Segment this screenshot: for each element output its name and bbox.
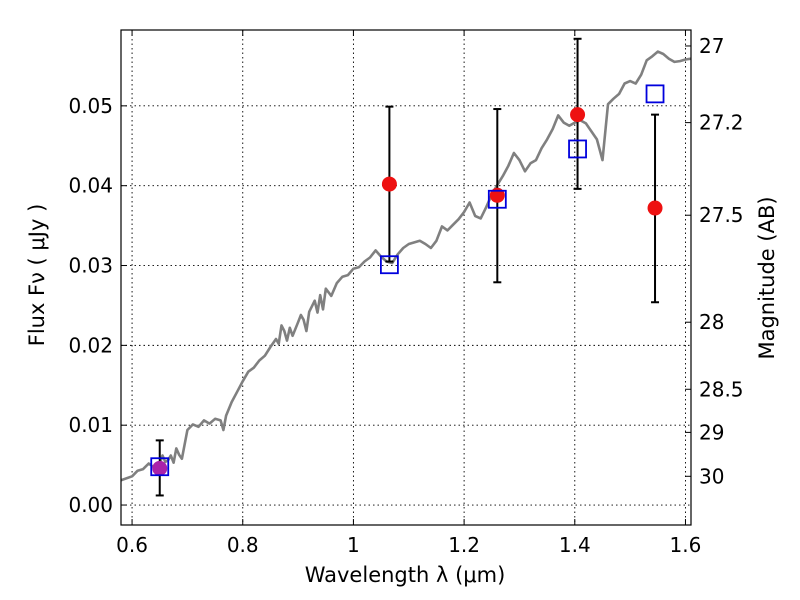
observed-flux-point: [647, 200, 663, 216]
model-photometry-square: [379, 255, 399, 275]
observed-flux-point: [152, 460, 168, 476]
y-axis-label: Flux Fν ( μJy ): [25, 204, 49, 347]
right-tick-label: 28: [699, 310, 724, 334]
observed-point-group: [647, 113, 663, 304]
y-tick-label: 0.05: [68, 94, 113, 118]
tick-layer: 0.6 0.8 1 1.2 1.4 1.6 0.00 0.01 0.02 0.03 0.04 0.05…: [68, 30, 744, 557]
observed-flux-point: [570, 107, 586, 123]
observed-point-group: [152, 439, 168, 497]
observed-point-group: [489, 108, 505, 284]
y-tick-label: 0.04: [68, 174, 113, 198]
model-photometry-square: [645, 84, 665, 104]
x-axis-label: Wavelength λ (μm): [305, 563, 506, 587]
right-tick-label: 28.5: [699, 377, 744, 401]
model-photometry-square: [487, 189, 507, 209]
y-tick-label: 0.01: [68, 413, 113, 437]
x-tick-label: 0.8: [227, 533, 259, 557]
x-tick-label: 1.4: [559, 533, 591, 557]
model-photometry-square: [568, 139, 587, 159]
plot-frame: [120, 29, 692, 526]
y-tick-label: 0.00: [68, 493, 113, 517]
observed-point-group: [381, 105, 397, 263]
right-tick-label: 27: [699, 34, 724, 58]
observed-point-group: [570, 37, 586, 190]
model-spectrum-line: [121, 50, 691, 482]
right-tick-label: 30: [699, 464, 724, 488]
observed-flux-point: [381, 176, 397, 192]
right-tick-label: 27.2: [699, 111, 744, 135]
x-tick-label: 0.6: [116, 533, 148, 557]
right-tick-label: 29: [699, 420, 724, 444]
right-tick-label: 27.5: [699, 203, 744, 227]
x-tick-label: 1: [347, 533, 360, 557]
right-axis-label: Magnitude (AB): [755, 196, 779, 359]
x-tick-label: 1.6: [670, 533, 702, 557]
model-photometry-square: [150, 457, 170, 477]
data-layer: [121, 37, 691, 497]
x-tick-label: 1.2: [448, 533, 480, 557]
y-tick-label: 0.03: [68, 254, 113, 278]
y-tick-label: 0.02: [68, 333, 113, 357]
grid-layer: [121, 30, 691, 525]
